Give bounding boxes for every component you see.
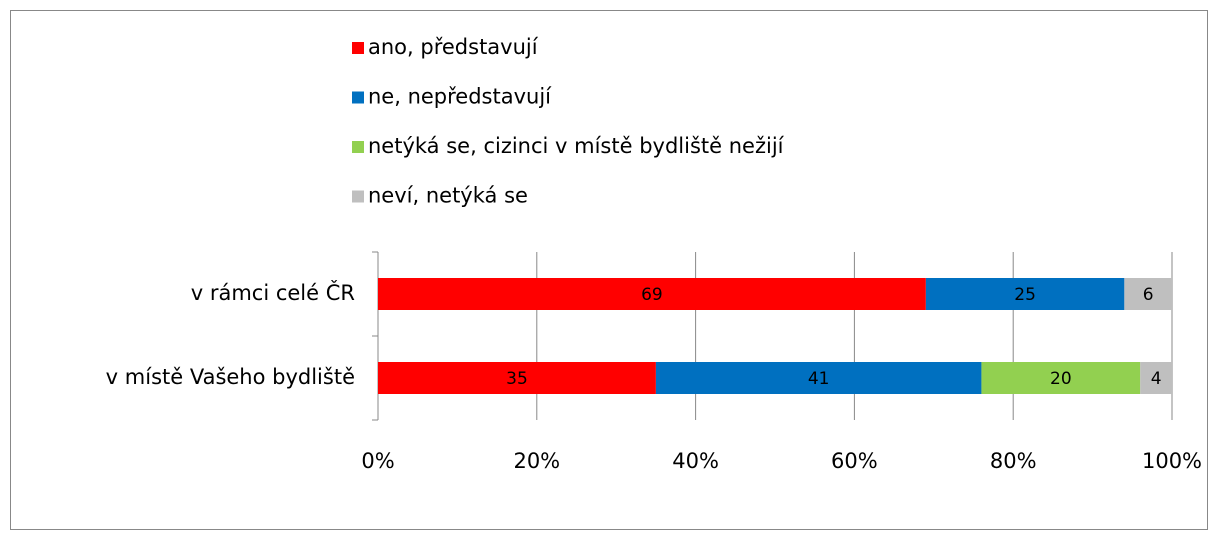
legend-label: netýká se, cizinci v místě bydliště neži… (368, 134, 785, 158)
x-tick-label: 100% (1142, 449, 1202, 473)
legend-label: neví, netýká se (368, 184, 528, 208)
x-tick-label: 60% (831, 449, 878, 473)
bar-segment (378, 278, 926, 310)
chart-frame (10, 10, 1208, 530)
bar-segment (981, 362, 1141, 394)
y-tick-label: v rámci celé ČR (191, 280, 355, 305)
legend-swatch (352, 141, 364, 153)
legend-label: ano, představují (368, 35, 539, 59)
bar-segment (655, 362, 982, 394)
x-tick-label: 40% (672, 449, 719, 473)
legend-swatch (352, 91, 364, 104)
bar-segment (378, 362, 656, 394)
bar-segment (925, 278, 1125, 310)
data-label: 6 (1143, 285, 1154, 305)
legend-swatch (352, 42, 364, 54)
x-tick-label: 20% (513, 449, 560, 473)
bar-segment (1140, 362, 1172, 394)
y-tick-label: v místě Vašeho bydliště (106, 365, 355, 389)
data-label: 4 (1151, 369, 1162, 389)
legend-label: ne, nepředstavují (368, 85, 552, 109)
x-tick-label: 80% (990, 449, 1037, 473)
data-label: 35 (506, 369, 528, 389)
x-tick-label: 0% (361, 449, 394, 473)
bar-segment (1124, 278, 1172, 310)
data-label: 25 (1014, 285, 1036, 305)
data-label: 20 (1050, 369, 1072, 389)
legend-swatch (352, 190, 364, 203)
data-label: 41 (808, 369, 830, 389)
data-label: 69 (641, 285, 663, 305)
